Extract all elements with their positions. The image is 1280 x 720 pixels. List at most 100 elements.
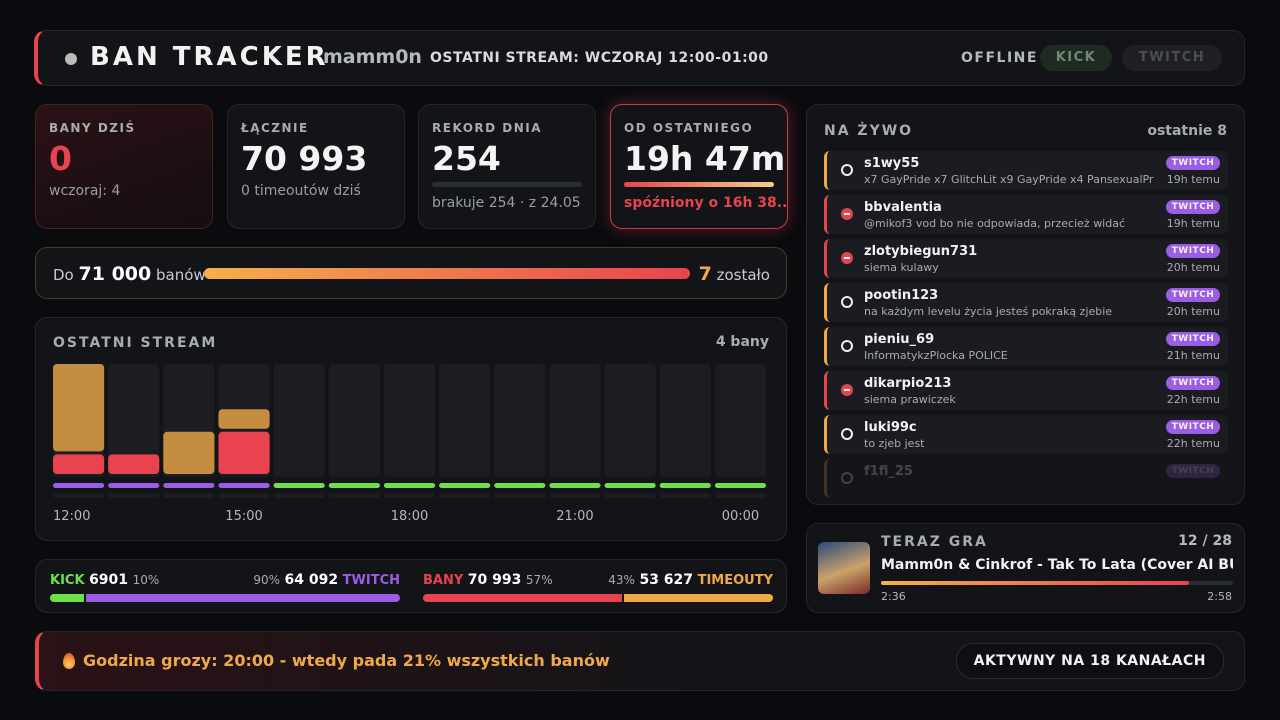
entry-user: luki99c	[864, 420, 917, 435]
stat-value: 70 993	[241, 139, 368, 178]
stream-panel: OSTATNI STREAM 4 bany 12:00 15:00 18:00 21:00…	[35, 317, 787, 541]
bar-slot	[604, 364, 656, 477]
indicator-track	[163, 493, 215, 498]
indicator-track	[53, 493, 105, 498]
stat-bar	[624, 182, 774, 187]
footer: Godzina grozy: 20:00 - wtedy pada 21% ws…	[35, 631, 1245, 691]
live-entry: pootin123 na każdym levelu życia jesteś p…	[824, 283, 1228, 322]
stream-chart: 12:00 15:00 18:00 21:00 00:00	[53, 364, 766, 524]
channels-badge: AKTYWNY NA 18 KANAŁACH	[955, 643, 1224, 679]
entry-user: s1wy55	[864, 156, 920, 171]
indicator-track	[604, 493, 656, 498]
indicator-track	[273, 493, 325, 498]
entry-message: na każdym levelu życia jesteś pokraką zj…	[864, 305, 1113, 318]
indicator-track	[439, 493, 491, 498]
stat-value: 19h 47m	[624, 139, 786, 178]
platform-badge: TWITCH	[1166, 288, 1220, 302]
bar-segment	[218, 431, 270, 474]
x-tick-label: 18:00	[391, 509, 428, 524]
split-share: 10%	[132, 573, 160, 587]
indicator-track	[328, 493, 380, 498]
now-playing: TERAZ GRA 12 / 28 Mamm0n & Cinkrof - Tak T…	[806, 523, 1245, 613]
entry-message: to zjeb jest	[864, 437, 925, 450]
split-bar-left	[423, 594, 622, 602]
bar-slot	[549, 364, 601, 477]
split-bar-right	[623, 594, 773, 602]
entry-time: 20h temu	[1166, 261, 1220, 274]
live-title: NA ŻYWO	[824, 123, 914, 139]
goal-panel: Do 71 000 banów 7 zostało	[35, 247, 787, 299]
live-entry: pieniu_69 InformatykzPlocka POLICE TWITCH 2…	[824, 327, 1228, 366]
live-entry: bbvalentia @mikof3 vod bo nie odpowiada, …	[824, 195, 1228, 234]
x-tick-label: 00:00	[722, 509, 759, 524]
indicator-track	[383, 493, 436, 498]
stat-label: ŁĄCZNIE	[241, 121, 309, 135]
indicator-track	[659, 493, 711, 498]
remaining-count: 7	[698, 263, 712, 285]
status-dot	[65, 53, 77, 65]
last-stream: OSTATNI STREAM: WCZORAJ 12:00-01:00	[430, 50, 769, 66]
x-tick-label: 21:00	[556, 509, 593, 524]
album-art	[818, 542, 870, 594]
split-share: 43%	[608, 573, 635, 587]
bar-segment	[218, 409, 270, 429]
platform-pill: KICK	[1040, 45, 1112, 71]
bar-slot	[439, 364, 491, 477]
platform-badge: TWITCH	[1166, 156, 1220, 170]
bar-slot	[273, 364, 325, 477]
indicator-track	[714, 493, 766, 498]
header: BAN TRACKER mamm0n OSTATNI STREAM: WCZORAJ…	[34, 30, 1245, 86]
entry-user: pootin123	[864, 288, 939, 303]
entry-user: dikarpio213	[864, 376, 952, 391]
platform-badge: TWITCH	[1166, 332, 1220, 346]
goal-prefix: Do	[53, 266, 74, 284]
bar-slot	[108, 364, 160, 477]
goal-fill	[204, 268, 690, 279]
bar-slot	[494, 364, 546, 477]
indicator-track	[549, 493, 601, 498]
live-entry: dikarpio213 siema prawiczek TWITCH 22h temu	[824, 371, 1228, 410]
split-bar-left	[50, 594, 84, 602]
entry-time: 22h temu	[1166, 437, 1220, 450]
stream-status: OFFLINE	[961, 50, 1038, 66]
platform-indicator	[439, 483, 491, 488]
bar-slot	[659, 364, 711, 477]
np-elapsed: 2:36	[881, 590, 906, 603]
platform-badge: TWITCH	[1166, 376, 1220, 390]
stat-sub: 0 timeoutów dziś	[241, 183, 361, 199]
split-count: 6901	[89, 572, 129, 588]
split-left: KICK 6901 10%	[50, 572, 159, 588]
bar-slot	[714, 364, 766, 477]
entry-time: 22h temu	[1166, 393, 1220, 406]
live-entry: zlotybiegun731 siema kulawy TWITCH 20h temu	[824, 239, 1228, 278]
stat-label: OD OSTATNIEGO	[624, 121, 754, 135]
bar-segment	[53, 454, 105, 474]
stat-sub: spóźniony o 16h 38...	[624, 195, 788, 211]
split-bar-right	[86, 594, 400, 602]
channel-name: mamm0n	[323, 46, 422, 68]
np-duration: 2:58	[1207, 590, 1232, 603]
split-name: TWITCH	[342, 573, 400, 588]
platform-indicator	[494, 483, 546, 488]
platform-indicator	[163, 483, 215, 488]
platform-indicator	[549, 483, 601, 488]
entry-message: x7 GayPride x7 GlitchLit x9 GayPride x4 …	[864, 173, 1154, 186]
live-entry: luki99c to zjeb jest TWITCH 22h temu	[824, 415, 1228, 454]
platform-indicator	[659, 483, 711, 488]
entry-user: zlotybiegun731	[864, 244, 978, 259]
indicator-track	[108, 493, 160, 498]
stat-bar	[432, 182, 582, 187]
footer-text: Godzina grozy: 20:00 - wtedy pada 21% ws…	[83, 651, 610, 670]
ban-icon-bar	[844, 389, 850, 391]
platform-indicator	[328, 483, 380, 488]
platform-indicator	[604, 483, 656, 488]
split-right: 43% 53 627 TIMEOUTY	[423, 572, 773, 588]
np-position: 12 / 28	[1178, 533, 1232, 549]
split-name: BANY	[423, 573, 464, 588]
entry-user: f1fi_25	[864, 464, 913, 479]
platform-indicator	[53, 483, 105, 488]
entry-message: siema kulawy	[864, 261, 939, 274]
stat-card: BANY DZIŚ 0 wczoraj: 4	[35, 104, 213, 229]
indicator-track	[494, 493, 546, 498]
